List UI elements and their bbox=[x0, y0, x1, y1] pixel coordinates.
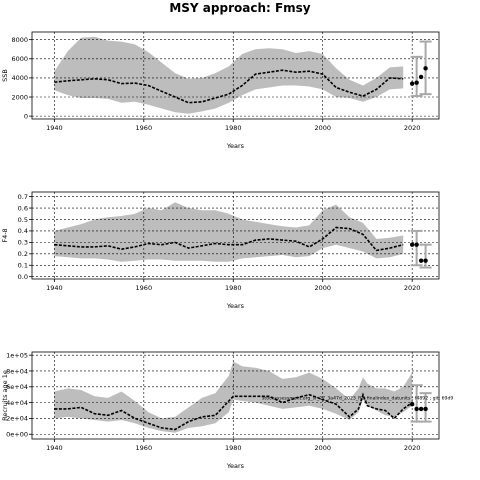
forecast-point bbox=[418, 74, 424, 80]
forecast-point bbox=[418, 406, 424, 412]
forecast-point bbox=[409, 81, 415, 86]
y-tick-label: 1e+05 bbox=[6, 351, 28, 359]
forecast-point bbox=[423, 258, 428, 263]
confidence-band bbox=[54, 202, 404, 262]
y-tick-label: 8e+04 bbox=[6, 367, 28, 375]
forecast-point bbox=[414, 406, 419, 412]
forecast-point bbox=[418, 258, 424, 263]
y-tick-label: 0.3 bbox=[18, 239, 28, 247]
y-axis-title: Recruits age 1e bbox=[1, 370, 9, 421]
plot-frame bbox=[31, 191, 440, 280]
y-tick-label: 0e+00 bbox=[6, 431, 28, 439]
x-tick-label: 1940 bbox=[46, 284, 63, 292]
forecast-point bbox=[423, 66, 428, 71]
x-tick-label: 2020 bbox=[404, 444, 421, 452]
plot-frame bbox=[31, 31, 440, 120]
panel-3: 1940 1960 1980 2000 2020 0e+00 2e+04 4e+04 6e+04… bbox=[1, 351, 453, 470]
y-tick-label: 0.0 bbox=[18, 273, 28, 281]
y-axis-title: F4-8 bbox=[1, 228, 9, 242]
panel-1: 1940 1960 1980 2000 2020 0 2000 4000 6000 8000 Yea… bbox=[1, 31, 440, 150]
x-tick-label: 1980 bbox=[225, 444, 242, 452]
y-tick-label: 8000 bbox=[11, 36, 28, 44]
forecast-point bbox=[414, 242, 419, 247]
y-tick-label: 6e+04 bbox=[6, 383, 28, 391]
x-tick-label: 2000 bbox=[314, 124, 331, 132]
x-tick-label: 1940 bbox=[46, 124, 63, 132]
x-axis-title: Years bbox=[226, 462, 245, 470]
forecast-point bbox=[409, 242, 415, 247]
x-axis-title: Years bbox=[226, 302, 245, 310]
x-axis-title: Years bbox=[226, 142, 245, 150]
y-tick-label: 0.4 bbox=[18, 227, 28, 235]
x-tick-label: 2000 bbox=[314, 284, 331, 292]
x-tick-label: 2000 bbox=[314, 444, 331, 452]
confidence-band bbox=[54, 36, 404, 114]
y-tick-label: 2000 bbox=[11, 93, 28, 101]
x-tick-label: 1980 bbox=[225, 284, 242, 292]
y-tick-label: 0.2 bbox=[18, 250, 28, 258]
y-tick-label: 2e+04 bbox=[6, 415, 28, 423]
x-tick-label: 1960 bbox=[136, 284, 153, 292]
x-tick-label: 1960 bbox=[136, 444, 153, 452]
y-axis-title: SSB bbox=[1, 69, 9, 82]
plot-frame bbox=[31, 351, 440, 440]
y-tick-label: 4000 bbox=[11, 74, 28, 82]
page-title: MSY approach: Fmsy bbox=[169, 1, 311, 15]
y-tick-label: 0.7 bbox=[18, 193, 28, 201]
forecast-point bbox=[423, 406, 428, 412]
y-tick-label: 4e+04 bbox=[6, 399, 28, 407]
y-tick-label: 0.6 bbox=[18, 204, 28, 212]
panel-2: 1940 1960 1980 2000 2020 0.0 0.1 0.2 0.3 0.4 0.5 0.… bbox=[1, 191, 440, 310]
x-tick-label: 2020 bbox=[404, 124, 421, 132]
x-tick-label: 1980 bbox=[225, 124, 242, 132]
median-line bbox=[54, 226, 404, 252]
y-tick-label: 0 bbox=[24, 112, 28, 120]
x-tick-label: 1960 bbox=[136, 124, 153, 132]
y-tick-label: 0.5 bbox=[18, 216, 28, 224]
annotation-text: stockassessment.org_sr_27_3a47d_2023_RB_… bbox=[262, 395, 453, 401]
x-tick-label: 1940 bbox=[46, 444, 63, 452]
y-tick-label: 0.1 bbox=[18, 262, 28, 270]
y-tick-label: 6000 bbox=[11, 55, 28, 63]
forecast-point bbox=[409, 402, 415, 407]
x-tick-label: 2020 bbox=[404, 284, 421, 292]
median-line bbox=[54, 392, 413, 431]
forecast-point bbox=[414, 80, 419, 85]
